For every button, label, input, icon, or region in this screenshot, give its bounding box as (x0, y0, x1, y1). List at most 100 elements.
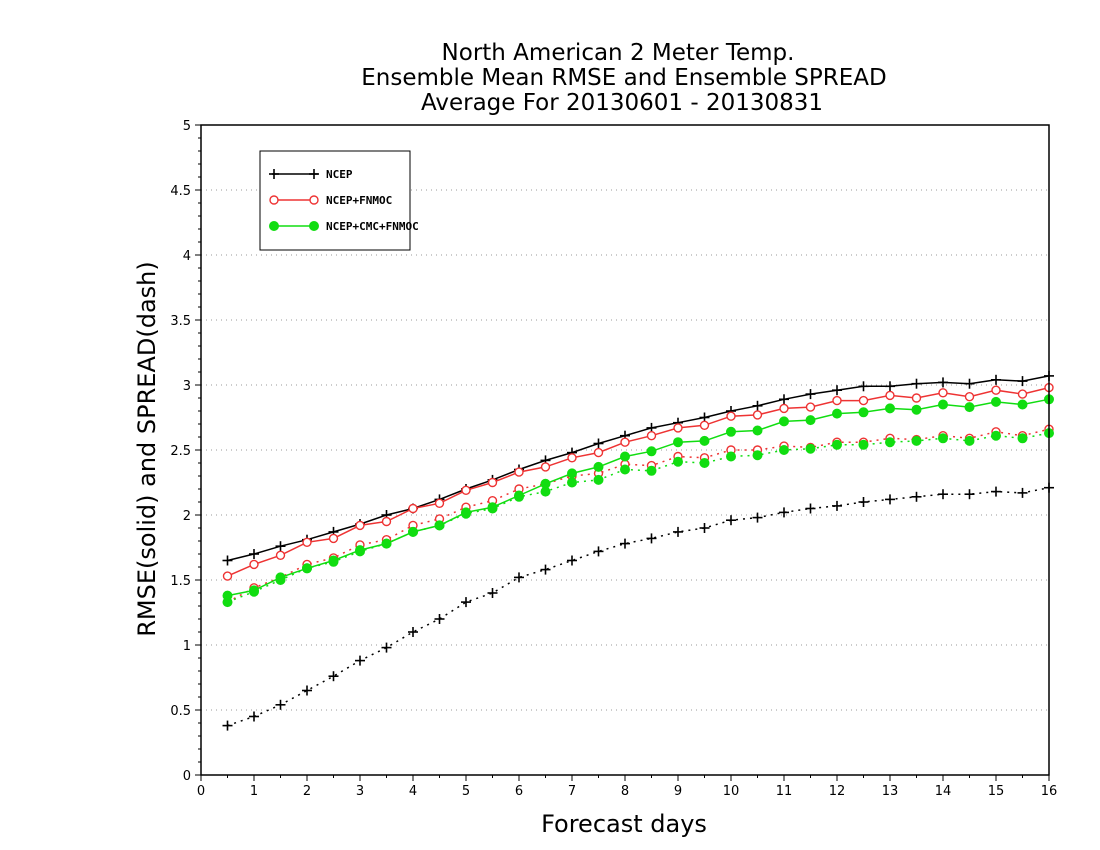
data-point-spread (726, 515, 736, 526)
data-point-spread (222, 720, 233, 731)
data-point-rmse (434, 498, 445, 508)
data-point-rmse (487, 502, 498, 513)
data-point-rmse (832, 385, 842, 396)
y-axis-ticks: 0 0.5 1 1.5 2 2.5 3 3.5 4 4.5 5 (170, 119, 201, 784)
data-point-rmse (355, 545, 365, 556)
data-point-spread (991, 430, 1001, 441)
legend-marker-end (309, 221, 319, 231)
data-point-spread (699, 458, 710, 468)
data-point-spread (620, 464, 630, 475)
data-point-spread (461, 597, 471, 608)
legend-label: NCEP+FNMOC (326, 194, 392, 207)
data-point-rmse (408, 526, 418, 537)
data-point-spread (620, 538, 630, 549)
data-point-rmse (699, 420, 710, 430)
data-point-spread (275, 699, 286, 710)
y-tick-label: 0 (183, 769, 191, 784)
data-point-rmse (620, 451, 630, 462)
data-point-spread (938, 433, 948, 444)
data-point-spread (832, 500, 842, 511)
data-point-spread (540, 564, 551, 575)
data-point-spread (381, 642, 392, 653)
data-point-rmse (726, 411, 736, 421)
data-point-spread (752, 512, 763, 523)
data-point-rmse (752, 400, 763, 411)
data-point-rmse (673, 437, 683, 448)
series-line-rmse (227, 398, 1050, 597)
data-point-rmse (249, 559, 259, 570)
data-point-spread (699, 523, 710, 533)
data-point-rmse (567, 453, 577, 463)
title-line-3: Average For 20130601 - 20130831 (421, 90, 823, 116)
data-point-spread (302, 685, 312, 696)
data-point-rmse (620, 437, 630, 447)
data-point-rmse (832, 395, 842, 406)
data-point-rmse (593, 461, 604, 472)
data-point-spread (593, 546, 604, 557)
data-point-rmse (938, 377, 948, 388)
legend-marker-start (269, 195, 279, 205)
x-tick-label: 14 (935, 784, 952, 799)
data-point-spread (567, 555, 577, 566)
data-point-spread (779, 445, 789, 455)
title-line-1: North American 2 Meter Temp. (442, 40, 795, 66)
data-point-rmse (222, 590, 233, 601)
y-tick-label: 1 (183, 639, 191, 654)
series-line-spread (227, 428, 1050, 603)
data-point-rmse (302, 537, 312, 547)
data-point-rmse (1017, 389, 1028, 399)
data-point-spread (832, 439, 842, 450)
data-point-rmse (487, 477, 498, 488)
data-point-rmse (832, 408, 842, 419)
data-point-rmse (222, 555, 233, 566)
data-point-rmse (885, 390, 895, 401)
data-point-rmse (328, 533, 339, 544)
y-tick-label: 0.5 (170, 704, 191, 719)
data-point-rmse (911, 393, 922, 403)
x-tick-label: 11 (776, 784, 793, 799)
data-point-rmse (249, 549, 259, 559)
data-point-spread (1017, 487, 1028, 498)
y-tick-label: 2 (183, 509, 191, 524)
data-point-spread (805, 503, 816, 514)
data-point-spread (567, 477, 577, 488)
data-point-rmse (964, 378, 975, 389)
data-point-rmse (1017, 376, 1028, 387)
data-point-rmse (964, 402, 975, 413)
data-point-spread (911, 491, 922, 502)
data-point-spread (938, 489, 948, 500)
data-point-rmse (461, 507, 471, 518)
x-tick-label: 15 (988, 784, 1005, 799)
data-point-rmse (911, 404, 922, 415)
data-point-rmse (699, 435, 710, 446)
data-point-spread (964, 435, 975, 446)
y-tick-label: 2.5 (170, 444, 191, 459)
data-point-rmse (779, 416, 789, 427)
data-point-rmse (646, 446, 657, 457)
data-point-spread (249, 711, 259, 722)
data-point-rmse (752, 410, 763, 420)
data-point-rmse (593, 447, 604, 458)
series-line-rmse (227, 386, 1050, 577)
x-tick-label: 8 (621, 784, 629, 799)
grid-lines (201, 189, 1049, 711)
x-tick-label: 1 (250, 784, 258, 799)
data-point-spread (991, 486, 1001, 497)
x-tick-label: 12 (829, 784, 846, 799)
data-point-rmse (673, 423, 683, 433)
chart-title: North American 2 Meter Temp. Ensemble Me… (361, 40, 886, 116)
legend: NCEP NCEP+FNMOC NCEP+CMC+FNMOC (259, 150, 419, 251)
data-point-rmse (593, 438, 604, 449)
data-point-rmse (858, 381, 869, 392)
y-tick-label: 3.5 (170, 314, 191, 329)
x-tick-label: 4 (409, 784, 417, 799)
data-point-rmse (805, 415, 816, 426)
x-tick-label: 6 (515, 784, 523, 799)
series-line-rmse (227, 375, 1050, 562)
series-line-spread (227, 432, 1050, 603)
data-point-spread (805, 443, 816, 454)
data-point-spread (593, 474, 604, 485)
data-point-spread (646, 533, 657, 544)
data-point-spread (408, 627, 418, 637)
data-point-rmse (885, 403, 895, 414)
